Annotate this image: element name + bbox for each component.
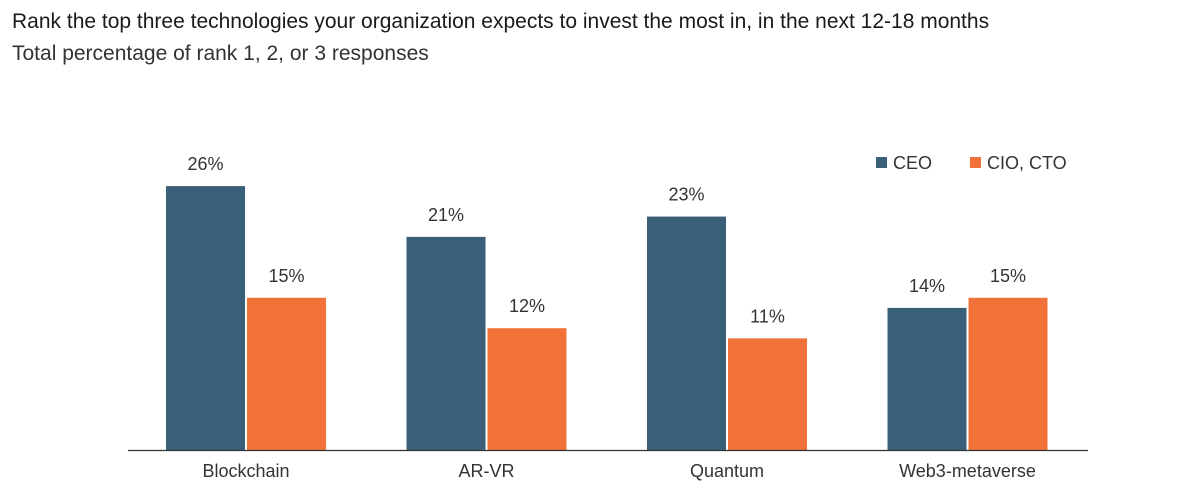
data-label: 21%: [428, 205, 464, 225]
legend-swatch: [970, 157, 981, 168]
data-label: 26%: [187, 154, 223, 174]
x-tick-label: Web3-metaverse: [899, 461, 1036, 481]
x-tick-label: AR-VR: [458, 461, 514, 481]
legend-swatch: [876, 157, 887, 168]
legend-label: CIO, CTO: [987, 153, 1067, 173]
x-tick-label: Quantum: [690, 461, 764, 481]
chart-subtitle: Total percentage of rank 1, 2, or 3 resp…: [12, 42, 429, 65]
x-tick-label: Blockchain: [202, 461, 289, 481]
bar-quantum-0: [647, 216, 726, 450]
data-label: 23%: [668, 185, 704, 205]
data-label: 15%: [268, 266, 304, 286]
chart-title: Rank the top three technologies your org…: [12, 10, 990, 33]
bar-web3-metaverse-1: [968, 297, 1048, 450]
data-label: 15%: [990, 266, 1026, 286]
legend-label: CEO: [893, 153, 932, 173]
bar-ar-vr-0: [406, 236, 486, 450]
data-label: 11%: [750, 306, 785, 326]
data-label: 14%: [909, 276, 945, 296]
bar-web3-metaverse-0: [887, 307, 967, 450]
data-label: 12%: [509, 296, 545, 316]
bar-blockchain-1: [247, 297, 326, 450]
bar-quantum-1: [728, 338, 807, 450]
bar-blockchain-0: [166, 186, 245, 450]
bar-ar-vr-1: [487, 328, 567, 450]
